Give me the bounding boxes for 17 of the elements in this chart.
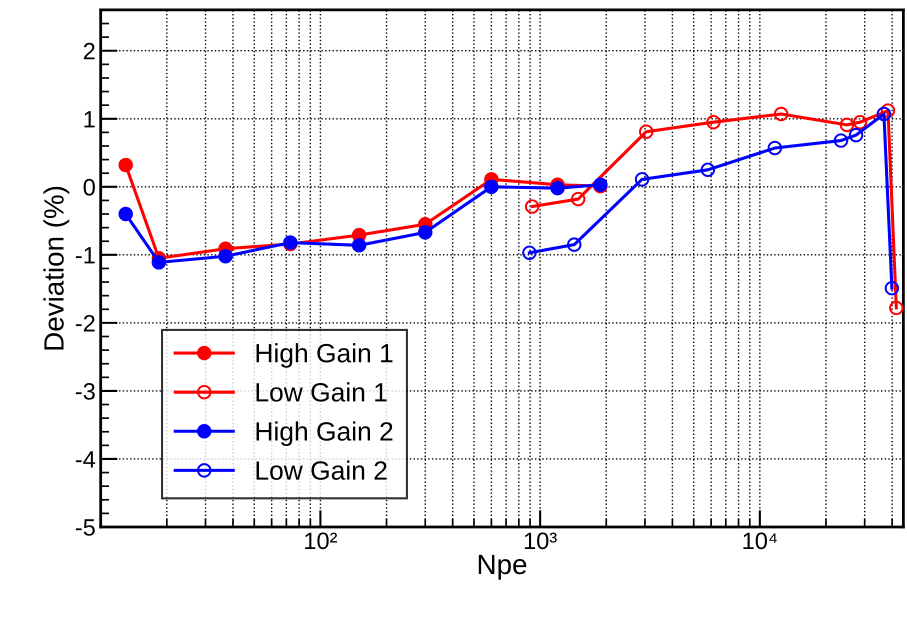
y-tick-label: -2 (76, 314, 95, 332)
y-tick-label: 2 (84, 42, 95, 60)
x-tick-label: 10³ (524, 532, 557, 550)
y-tick-label: -1 (76, 247, 95, 264)
y-axis-title: Deviation (%) (43, 186, 70, 350)
legend-label: Low Gain 1 (256, 382, 387, 402)
legend-label: Low Gain 2 (256, 460, 387, 480)
y-tick-label: 1 (84, 111, 95, 128)
legend-label: High Gain 2 (256, 421, 392, 446)
x-tick-label: 10² (305, 532, 338, 550)
x-axis-title: Npe (478, 554, 526, 580)
y-tick-label: -4 (76, 451, 96, 468)
y-tick-label: 0 (84, 178, 95, 196)
legend-label: High Gain 1 (256, 343, 392, 368)
x-tick-label: 10⁴ (743, 532, 777, 550)
y-tick-label: -5 (76, 519, 95, 536)
y-tick-label: -3 (76, 382, 95, 400)
